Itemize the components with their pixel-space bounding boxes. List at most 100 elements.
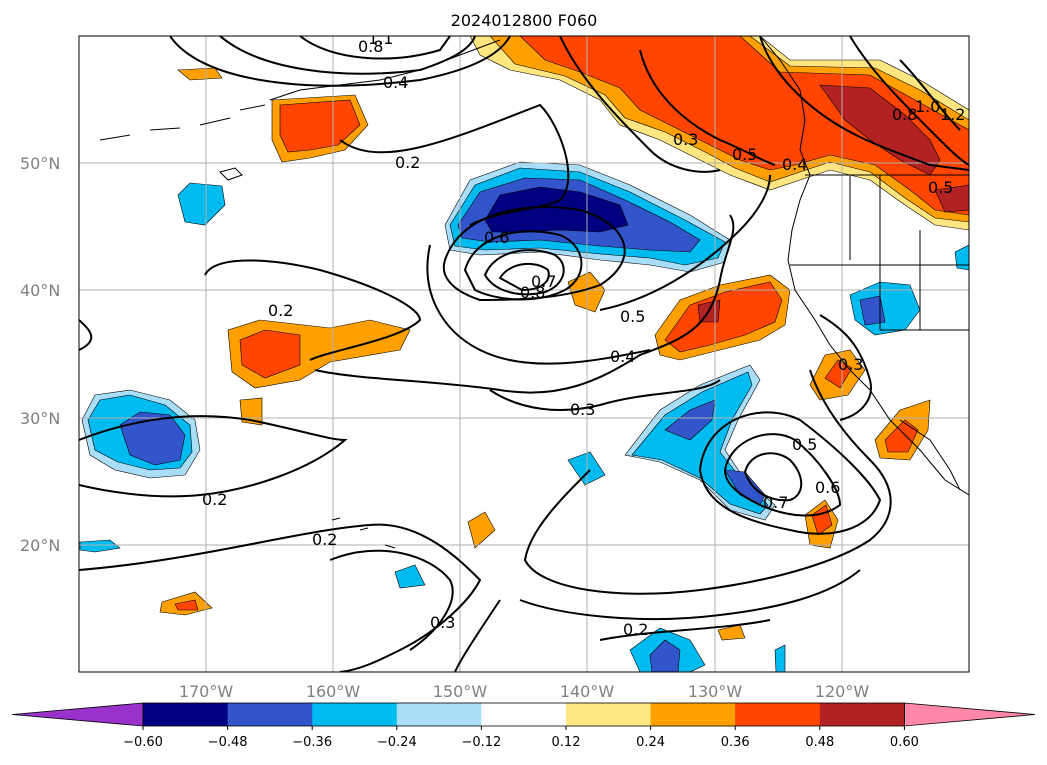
cold-anomaly-subtropical-core <box>664 399 716 441</box>
lat-tick-label: 30°N <box>20 409 60 428</box>
contour-0-4 <box>314 214 735 394</box>
cold-anomaly-west-core <box>119 411 186 466</box>
coastlines <box>99 36 969 549</box>
colorbar-tick-label: −0.48 <box>208 735 248 750</box>
cold-anomaly-small-4 <box>79 539 121 553</box>
contour-0-2-west <box>204 259 422 361</box>
contour-trough <box>426 244 651 365</box>
state-borders <box>790 175 969 331</box>
colorbar-extend-high <box>904 702 1036 727</box>
contour-low-4 <box>498 262 550 292</box>
contour-label: 0.2 <box>268 301 293 320</box>
lat-tick-label: 40°N <box>20 281 60 300</box>
alaska-coast <box>269 39 501 101</box>
contour-label: 0.2 <box>395 153 420 172</box>
warm-anomaly-small-4 <box>717 624 746 641</box>
colorbar-segment <box>650 703 736 726</box>
contour-label: 0.7 <box>531 272 556 291</box>
contour-south-0-3 <box>79 523 482 672</box>
contour-south-2 <box>329 549 454 651</box>
contour-label: 0.6 <box>815 478 840 497</box>
contour-subtrop-low-2 <box>723 433 842 517</box>
colorbar-extend-low <box>11 702 144 727</box>
cold-anomaly-small-nw <box>177 182 226 226</box>
contour-nw-canada-3 <box>899 59 961 131</box>
contour-label: 0.3 <box>673 130 698 149</box>
contour-left-0-3 <box>79 319 93 351</box>
contour-label: 0.6 <box>484 228 509 247</box>
contour-label: 0.3 <box>430 613 455 632</box>
contour-label: 0.5 <box>792 435 817 454</box>
lon-tick-label: 130°W <box>688 682 743 701</box>
colorbar-segment <box>735 703 821 726</box>
warm-anomaly-mexico-1-core <box>824 359 853 389</box>
contour-gulf-alaska <box>559 36 721 173</box>
map-title: 2024012800 F060 <box>451 11 598 30</box>
contour-south-5 <box>599 619 771 641</box>
colorbar-tick-label: 0.36 <box>721 735 750 750</box>
contour-label: 0.7 <box>763 493 788 512</box>
contour-label: 0.5 <box>928 178 953 197</box>
contour-label: 0.8 <box>520 283 545 302</box>
lat-tick-label: 50°N <box>20 154 60 173</box>
lon-tick-label: 140°W <box>560 682 615 701</box>
contour-south-3 <box>519 569 861 621</box>
colorbar-tick-label: −0.24 <box>377 735 417 750</box>
warm-anomaly-small-3 <box>467 511 496 549</box>
contour-label: 0.5 <box>620 307 645 326</box>
colorbar-tick-label: 0.48 <box>805 735 834 750</box>
contour-subtrop-low-3 <box>743 452 803 502</box>
warm-anomaly-south-2-core <box>174 599 199 611</box>
colorbar-tick-label: −0.60 <box>123 735 163 750</box>
colorbar-segment <box>143 703 229 726</box>
contour-low-3 <box>483 249 565 296</box>
contour-label: 0.4 <box>610 347 635 366</box>
map-content: 0.8 1.1 0.4 0.2 0.6 0.8 0.7 0.2 0.5 0.4 … <box>79 29 969 672</box>
warm-anomaly-central-core <box>239 329 301 379</box>
colorbar-tick-label: 0.60 <box>890 735 919 750</box>
aleutian-islands <box>99 104 266 141</box>
contour-label: 0.3 <box>570 400 595 419</box>
contour-label: 0.5 <box>732 145 757 164</box>
colorbar-tick-label: −0.12 <box>461 735 501 750</box>
contour-nw-canada-2 <box>849 36 969 166</box>
contour-subtrop-outer <box>523 369 892 595</box>
contour-label: 0.4 <box>782 155 807 174</box>
contour-subtrop-low-1 <box>699 411 882 535</box>
contour-south-4 <box>454 599 501 672</box>
hawaii <box>331 517 396 549</box>
cold-anomaly-small-5 <box>954 244 969 271</box>
colorbar-segment <box>227 703 313 726</box>
colorbar-segment <box>396 703 482 726</box>
map-frame <box>78 35 970 673</box>
contour-gulf-alaska-2 <box>639 49 776 166</box>
lat-tick-label: 20°N <box>20 536 60 555</box>
cold-anomaly-south-core <box>649 639 681 672</box>
colorbar-tick-label: 0.24 <box>636 735 665 750</box>
lon-tick-label: 150°W <box>433 682 488 701</box>
contour-0-3 <box>489 379 721 411</box>
contour-label: 1.2 <box>940 105 965 124</box>
warm-anomaly-small-nw <box>177 67 223 81</box>
contour-label: 0.8 <box>892 105 917 124</box>
contour-0-2-north <box>339 103 570 226</box>
colorbar-segment <box>481 703 567 726</box>
cold-anomaly-small-2 <box>394 564 426 589</box>
contour-label: 1.1 <box>368 29 393 48</box>
contour-low-2 <box>463 230 583 301</box>
contour-labels: 0.8 1.1 0.4 0.2 0.6 0.8 0.7 0.2 0.5 0.4 … <box>202 29 965 639</box>
colorbar-frame <box>142 702 905 727</box>
contour-label: 0.8 <box>358 37 383 56</box>
warm-anomaly-core <box>819 84 941 176</box>
contour-low-1 <box>442 206 626 302</box>
cold-anomaly-ne-pacific-core <box>484 186 629 233</box>
colorbar-tick-label: 0.12 <box>552 735 581 750</box>
warm-anomaly-mexico-2-core <box>884 419 919 453</box>
contour-nw-canada-1 <box>759 36 969 171</box>
colorbar: −0.60 −0.48 −0.36 −0.24 −0.12 0.12 0.24 0.36 0.4… <box>11 702 1036 750</box>
latitude-tick-labels: 50°N 40°N 30°N 20°N <box>20 154 60 555</box>
colorbar-tick-label: −0.36 <box>292 735 332 750</box>
warm-anomaly-core-2 <box>934 184 969 213</box>
baja <box>899 419 961 491</box>
